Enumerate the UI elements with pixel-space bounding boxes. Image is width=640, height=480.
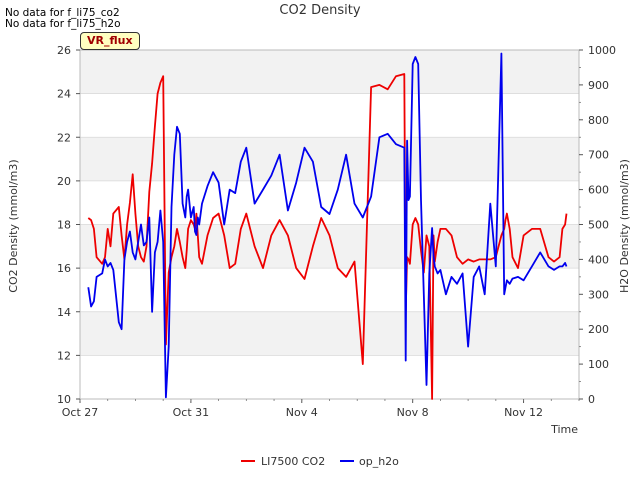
y2-tick-label: 700 bbox=[588, 149, 609, 162]
y-axis-label: CO2 Density (mmol/m3) bbox=[7, 159, 20, 292]
y-axis-left: 10 12 14 16 18 20 22 24 26 bbox=[57, 44, 80, 406]
background-band bbox=[80, 311, 579, 356]
legend-label-co2: LI7500 CO2 bbox=[261, 455, 325, 468]
y-tick-label: 10 bbox=[57, 393, 71, 406]
y2-tick-label: 1000 bbox=[588, 44, 616, 57]
y-tick-label: 14 bbox=[57, 306, 71, 319]
no-data-note-co2: No data for f_li75_co2 bbox=[5, 7, 120, 19]
background-bands bbox=[80, 50, 579, 356]
y2-tick-label: 900 bbox=[588, 79, 609, 92]
y-tick-label: 22 bbox=[57, 131, 71, 144]
x-tick-label: Nov 8 bbox=[397, 406, 429, 419]
y-tick-label: 12 bbox=[57, 349, 71, 362]
y-tick-label: 26 bbox=[57, 44, 71, 57]
y2-tick-label: 800 bbox=[588, 114, 609, 127]
y-tick-label: 16 bbox=[57, 262, 71, 275]
y-tick-label: 20 bbox=[57, 175, 71, 188]
background-band bbox=[80, 137, 579, 181]
x-axis: Oct 27 Oct 31 Nov 4 Nov 8 Nov 12 bbox=[62, 399, 580, 419]
site-badge: VR_flux bbox=[80, 32, 140, 50]
series-line-h2o bbox=[87, 52, 568, 399]
y-tick-label: 24 bbox=[57, 88, 71, 101]
y2-tick-label: 0 bbox=[588, 393, 595, 406]
legend-label-h2o: op_h2o bbox=[359, 455, 399, 468]
y2-axis-label: H2O Density (mmol/m3) bbox=[618, 159, 631, 293]
y2-tick-label: 300 bbox=[588, 288, 609, 301]
x-tick-label: Oct 27 bbox=[62, 406, 99, 419]
y2-tick-label: 400 bbox=[588, 253, 609, 266]
y2-tick-label: 100 bbox=[588, 358, 609, 371]
legend: LI7500 CO2 op_h2o bbox=[241, 455, 399, 468]
series-layer bbox=[87, 52, 568, 400]
background-band bbox=[80, 50, 579, 94]
x-tick-label: Oct 31 bbox=[173, 406, 210, 419]
y2-tick-label: 600 bbox=[588, 184, 609, 197]
x-tick-label: Nov 4 bbox=[286, 406, 318, 419]
y-axis-right: 0 100 200 300 400 500 600 700 800 900 1000 bbox=[579, 44, 616, 406]
x-axis-label: Time bbox=[550, 423, 578, 436]
y2-tick-label: 200 bbox=[588, 323, 609, 336]
series-line-co2 bbox=[87, 73, 568, 400]
chart-title: CO2 Density bbox=[279, 3, 361, 18]
x-tick-label: Nov 12 bbox=[504, 406, 543, 419]
y-tick-label: 18 bbox=[57, 219, 71, 232]
y2-tick-label: 500 bbox=[588, 219, 609, 232]
no-data-note-h2o: No data for f_li75_h2o bbox=[5, 18, 121, 30]
